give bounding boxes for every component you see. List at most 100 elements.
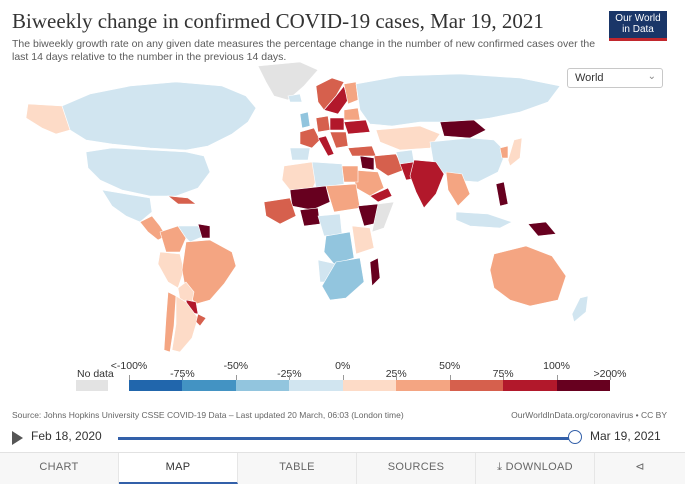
credit-link[interactable]: OurWorldInData.org/coronavirus • CC BY: [511, 410, 667, 420]
legend-label: -25%: [277, 368, 302, 380]
tab-bar: CHART MAP TABLE SOURCES ⤓ DOWNLOAD ⊲: [0, 452, 685, 484]
region-iceland[interactable]: [287, 93, 303, 103]
legend-swatch: [503, 380, 558, 391]
legend-swatch: [342, 380, 397, 391]
region-philippines[interactable]: [495, 181, 509, 207]
download-icon: ⤓: [497, 461, 506, 473]
owid-logo[interactable]: Our World in Data: [609, 11, 667, 41]
region-caribbean[interactable]: [167, 195, 197, 205]
legend-swatch: [449, 380, 504, 391]
timeline-start-date[interactable]: Feb 18, 2020: [31, 429, 102, 443]
region-iraq[interactable]: [359, 155, 375, 171]
region-guyana[interactable]: [197, 223, 211, 239]
region-somalia[interactable]: [371, 201, 395, 233]
timeline-track[interactable]: [118, 437, 576, 440]
region-alaska[interactable]: [25, 103, 71, 135]
legend-tick: [396, 375, 398, 380]
legend-label: -75%: [170, 368, 195, 380]
region-uruguay[interactable]: [195, 313, 207, 327]
tab-sources[interactable]: SOURCES: [357, 453, 476, 484]
region-india[interactable]: [409, 159, 445, 209]
world-map[interactable]: [0, 56, 685, 356]
timeline-end-date[interactable]: Mar 19, 2021: [590, 429, 661, 443]
region-argentina[interactable]: [171, 295, 199, 353]
region-chad-sudan[interactable]: [325, 183, 361, 213]
region-australia[interactable]: [489, 245, 567, 307]
region-west-africa-coast[interactable]: [263, 197, 297, 225]
region-belarus[interactable]: [343, 107, 361, 121]
region-russia[interactable]: [355, 73, 561, 127]
source-note: Source: Johns Hopkins University CSSE CO…: [12, 410, 404, 420]
region-colombia[interactable]: [159, 225, 187, 253]
region-poland[interactable]: [329, 117, 345, 131]
chevron-down-icon: ⌄: [647, 71, 656, 82]
tab-download[interactable]: ⤓ DOWNLOAD: [476, 453, 595, 484]
timeline: Feb 18, 2020 Mar 19, 2021: [0, 428, 685, 448]
region-italy[interactable]: [317, 135, 335, 157]
play-icon[interactable]: [12, 431, 23, 445]
region-ukraine[interactable]: [343, 119, 371, 135]
legend-tick: [182, 375, 184, 380]
region-southern-africa[interactable]: [321, 257, 365, 301]
region-turkey[interactable]: [347, 145, 377, 157]
region-finland[interactable]: [343, 81, 359, 105]
region-france[interactable]: [299, 127, 321, 149]
region-select[interactable]: World ⌄: [567, 68, 663, 88]
region-balkans[interactable]: [329, 131, 349, 149]
region-select-value: World: [575, 72, 604, 84]
region-greenland[interactable]: [257, 61, 319, 101]
legend-label: 25%: [385, 368, 407, 380]
legend-tick: [129, 375, 130, 380]
region-cameroon-car[interactable]: [317, 213, 343, 237]
region-usa[interactable]: [85, 147, 211, 197]
legend-swatch: [182, 380, 237, 391]
region-peru[interactable]: [157, 251, 185, 289]
region-venezuela[interactable]: [177, 225, 205, 243]
region-mali-niger[interactable]: [289, 185, 331, 211]
legend-swatch-no-data: [76, 380, 108, 391]
legend-label: -50%: [223, 360, 249, 372]
region-korea[interactable]: [499, 145, 509, 159]
legend-label: >200%: [593, 368, 627, 380]
region-japan[interactable]: [507, 137, 523, 167]
legend-swatch: [396, 380, 451, 391]
region-east-africa[interactable]: [351, 225, 375, 255]
region-uk[interactable]: [299, 111, 311, 129]
region-new-zealand[interactable]: [571, 295, 589, 323]
legend-tick: [610, 375, 611, 380]
region-yemen-oman[interactable]: [369, 187, 393, 203]
legend-swatch: [556, 380, 611, 391]
region-mongolia[interactable]: [439, 119, 487, 139]
legend-label-no-data: No data: [77, 368, 114, 380]
logo-line-1: Our World: [615, 13, 661, 24]
region-algeria-libya[interactable]: [311, 161, 345, 189]
region-nigeria[interactable]: [299, 207, 321, 227]
region-myanmar-sea[interactable]: [445, 171, 471, 207]
region-spain[interactable]: [289, 147, 311, 161]
legend-label: 100%: [543, 360, 570, 372]
legend-tick: [503, 375, 505, 380]
share-button[interactable]: ⊲: [595, 453, 685, 484]
region-mexico[interactable]: [101, 189, 153, 223]
region-germany[interactable]: [315, 115, 331, 133]
tab-download-label: DOWNLOAD: [505, 461, 573, 473]
tab-table[interactable]: TABLE: [238, 453, 357, 484]
region-brazil[interactable]: [181, 239, 237, 305]
legend-label: <-100%: [110, 360, 148, 372]
region-indonesia[interactable]: [455, 211, 513, 229]
region-canada[interactable]: [61, 81, 257, 151]
region-egypt[interactable]: [341, 165, 359, 183]
logo-accent-bar: [609, 38, 667, 41]
region-iran[interactable]: [373, 153, 405, 177]
region-png[interactable]: [527, 221, 557, 237]
timeline-handle[interactable]: [568, 430, 582, 444]
region-kazakhstan[interactable]: [375, 125, 441, 151]
tab-chart[interactable]: CHART: [0, 453, 119, 484]
chart-title: Biweekly change in confirmed COVID-19 ca…: [12, 9, 544, 33]
legend-tick: [449, 375, 451, 380]
region-madagascar[interactable]: [369, 257, 381, 287]
region-drc[interactable]: [323, 231, 355, 265]
legend-tick: [289, 375, 291, 380]
legend-tick: [556, 375, 558, 380]
tab-map[interactable]: MAP: [119, 453, 238, 484]
